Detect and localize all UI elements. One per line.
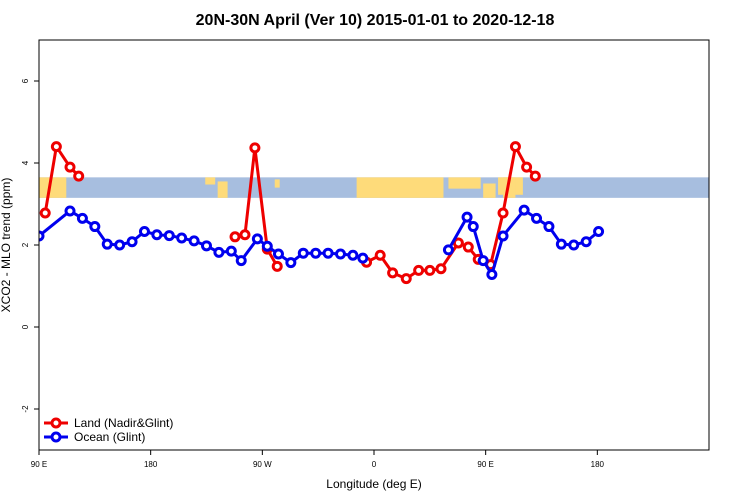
data-point-land	[529, 170, 541, 182]
data-point-ocean	[114, 239, 126, 251]
data-point-ocean	[39, 230, 45, 242]
map-band-land	[274, 179, 280, 188]
map-band-land	[217, 181, 228, 198]
data-point-ocean	[101, 238, 113, 250]
data-point-ocean	[138, 225, 150, 237]
data-point-ocean	[497, 230, 509, 242]
data-point-land	[521, 161, 533, 173]
data-point-ocean	[310, 247, 322, 259]
legend-label-land: Land (Nadir&Glint)	[74, 416, 173, 430]
series-line-land	[365, 145, 537, 281]
data-point-ocean	[531, 212, 543, 224]
data-point-ocean	[518, 204, 530, 216]
data-point-land	[413, 264, 425, 276]
data-point-ocean	[347, 249, 359, 261]
data-point-land	[229, 231, 241, 243]
legend-entry-land: Land (Nadir&Glint)	[44, 416, 173, 430]
data-point-ocean	[235, 255, 247, 267]
data-point-land	[50, 141, 62, 153]
data-point-ocean	[225, 245, 237, 257]
map-band-land	[483, 183, 496, 198]
x-tick-label: 90 W	[253, 460, 272, 469]
x-tick-label: 180	[591, 460, 605, 469]
data-point-ocean	[176, 232, 188, 244]
data-point-ocean	[188, 235, 200, 247]
data-point-ocean	[322, 247, 334, 259]
map-band	[39, 177, 709, 198]
y-tick-label: 0	[21, 324, 30, 329]
legend: Land (Nadir&Glint) Ocean (Glint)	[44, 416, 173, 444]
data-point-ocean	[213, 246, 225, 258]
data-point-land	[435, 263, 447, 275]
data-point-land	[387, 267, 399, 279]
data-point-land	[239, 229, 251, 241]
data-point-ocean	[568, 239, 580, 251]
chart-title: 20N-30N April (Ver 10) 2015-01-01 to 202…	[196, 12, 555, 29]
plot-frame	[38, 39, 710, 451]
x-tick-label: 180	[144, 460, 158, 469]
map-band-land	[448, 177, 481, 189]
y-axis-label: XCO2 - MLO trend (ppm)	[0, 178, 13, 313]
data-point-land	[509, 141, 521, 153]
data-point-ocean	[461, 211, 473, 223]
legend-marker-ocean	[50, 431, 62, 443]
x-tick-label: 0	[372, 460, 377, 469]
series-line-land	[43, 145, 80, 214]
map-band-land	[356, 177, 444, 198]
data-point-ocean	[64, 205, 76, 217]
legend-label-ocean: Ocean (Glint)	[74, 430, 145, 444]
legend-entry-ocean: Ocean (Glint)	[44, 430, 145, 444]
data-point-ocean	[201, 240, 212, 252]
data-point-ocean	[89, 221, 101, 233]
map-band-land	[205, 177, 216, 185]
data-point-ocean	[151, 229, 163, 241]
data-point-ocean	[285, 257, 297, 269]
data-point-ocean	[272, 248, 284, 260]
data-point-land	[497, 207, 509, 219]
data-point-ocean	[543, 221, 555, 233]
x-tick-label: 90 E	[31, 460, 47, 469]
data-point-ocean	[261, 240, 273, 252]
data-point-ocean	[477, 255, 489, 267]
data-point-land	[400, 273, 412, 285]
map-band-land	[39, 177, 67, 198]
data-point-ocean	[335, 248, 346, 260]
y-tick-label: 4	[21, 160, 30, 165]
data-point-land	[374, 249, 386, 261]
data-point-ocean	[593, 225, 605, 237]
data-point-ocean	[297, 247, 309, 259]
data-point-ocean	[580, 236, 592, 248]
data-point-land	[452, 237, 464, 249]
data-point-land	[249, 142, 261, 154]
data-point-land	[39, 207, 51, 219]
data-point-ocean	[163, 230, 175, 242]
legend-marker-land	[50, 417, 62, 429]
x-tick-label: 90 E	[477, 460, 493, 469]
data-point-ocean	[555, 238, 567, 250]
y-tick-label: -2	[21, 405, 30, 413]
axes: 90 E 180 90 W 0 90 E 180 -2 0 2 4 6	[21, 78, 605, 469]
data-point-land	[64, 161, 76, 173]
series-layer	[39, 141, 605, 285]
data-point-ocean	[357, 252, 369, 264]
y-tick-label: 6	[21, 78, 30, 83]
y-tick-label: 2	[21, 242, 30, 247]
data-point-ocean	[442, 244, 454, 256]
data-point-ocean	[126, 236, 138, 248]
data-point-land	[73, 170, 85, 182]
data-point-ocean	[486, 269, 498, 281]
data-point-ocean	[467, 221, 479, 233]
data-point-land	[462, 241, 474, 253]
data-point-land	[424, 264, 436, 276]
data-point-ocean	[251, 233, 263, 245]
data-point-land	[271, 260, 283, 272]
data-point-ocean	[76, 212, 88, 224]
x-axis-label: Longitude (deg E)	[326, 477, 421, 491]
